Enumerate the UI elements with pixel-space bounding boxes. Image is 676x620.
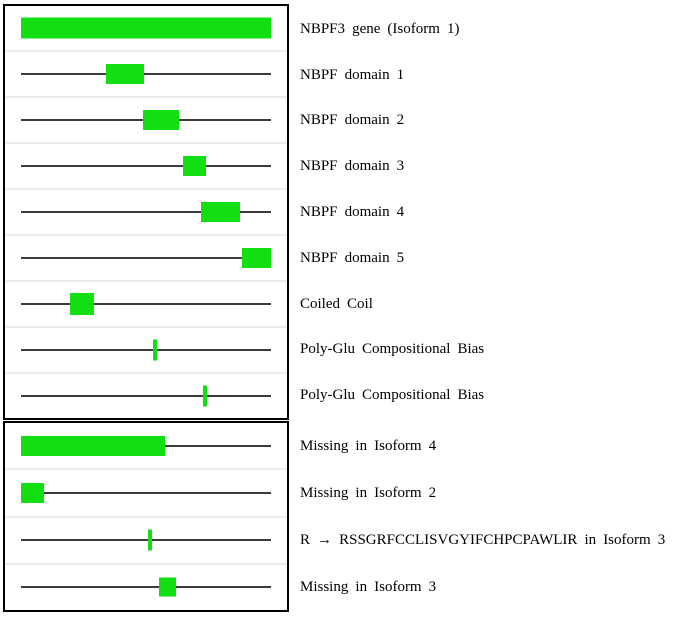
- feature-row: [5, 326, 287, 372]
- sequence-track: [21, 374, 271, 418]
- sequence-track: [21, 6, 271, 50]
- region-bar-feature: [21, 482, 44, 503]
- sequence-track: [21, 52, 271, 96]
- site-tick-feature: [148, 529, 152, 551]
- feature-label: Missing in Isoform 2: [300, 485, 437, 502]
- feature-label: Coiled Coil: [300, 295, 373, 312]
- sequence-track: [21, 518, 271, 563]
- sequence-line: [21, 349, 271, 351]
- feature-row: [5, 372, 287, 418]
- site-tick-feature: [203, 385, 207, 407]
- feature-row: [5, 6, 287, 50]
- feature-row: [5, 468, 287, 516]
- domain-box-feature: [143, 110, 179, 130]
- feature-row: [5, 188, 287, 234]
- feature-label: NBPF domain 1: [300, 66, 405, 83]
- region-bar-feature: [159, 577, 176, 597]
- domain-box-feature: [201, 202, 240, 222]
- feature-row: [5, 142, 287, 188]
- sequence-track: [21, 98, 271, 142]
- sequence-track: [21, 236, 271, 280]
- site-tick-feature: [153, 339, 157, 361]
- sequence-line: [21, 491, 271, 494]
- full-length-bar-feature: [21, 17, 271, 39]
- feature-label: Missing in Isoform 4: [300, 438, 437, 455]
- feature-label: Poly-Glu Compositional Bias: [300, 341, 485, 358]
- feature-row: [5, 562, 287, 610]
- domain-box-feature: [106, 64, 144, 84]
- region-bar-feature: [21, 435, 165, 456]
- feature-row: [5, 96, 287, 142]
- domain-box-feature: [183, 156, 206, 176]
- sequence-line: [21, 257, 271, 259]
- feature-row: [5, 280, 287, 326]
- feature-row: [5, 234, 287, 280]
- feature-row: [5, 50, 287, 96]
- sequence-track: [21, 565, 271, 610]
- isoform-differences-panel: [3, 421, 289, 612]
- sequence-track: [21, 328, 271, 372]
- feature-label: NBPF domain 3: [300, 158, 405, 175]
- sequence-track: [21, 282, 271, 326]
- domain-box-feature: [242, 248, 271, 268]
- sequence-line: [21, 73, 271, 75]
- feature-label: R → RSSGRFCCLISVGYIFCHPCPAWLIR in Isofor…: [300, 531, 666, 548]
- feature-label: NBPF domain 4: [300, 204, 405, 220]
- sequence-track: [21, 470, 271, 515]
- sequence-track: [21, 144, 271, 188]
- sequence-line: [21, 211, 271, 213]
- feature-row: [5, 423, 287, 469]
- sequence-track: [21, 423, 271, 468]
- sequence-features-panel: [3, 4, 289, 420]
- sequence-line: [21, 586, 271, 589]
- sequence-line: [21, 165, 271, 167]
- sequence-line: [21, 303, 271, 305]
- feature-label: Missing in Isoform 3: [300, 578, 437, 595]
- feature-label: NBPF3 gene (Isoform 1): [300, 20, 460, 37]
- feature-row: [5, 515, 287, 563]
- feature-label: NBPF domain 2: [300, 112, 405, 129]
- feature-label: NBPF domain 5: [300, 249, 405, 266]
- domain-box-feature: [70, 293, 94, 315]
- sequence-line: [21, 539, 271, 542]
- feature-label: Poly-Glu Compositional Bias: [300, 387, 485, 404]
- sequence-line: [21, 395, 271, 397]
- sequence-track: [21, 190, 271, 234]
